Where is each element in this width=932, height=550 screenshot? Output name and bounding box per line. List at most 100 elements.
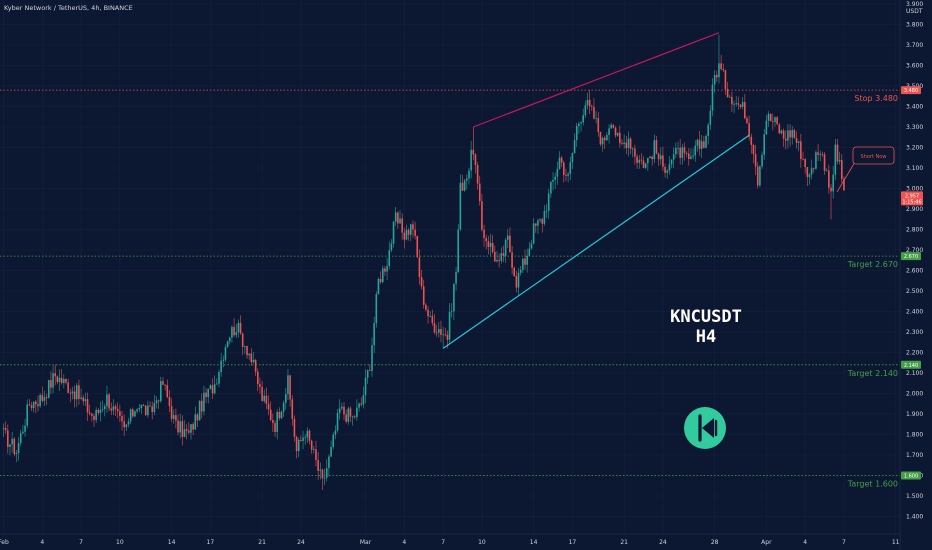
candle xyxy=(765,115,768,135)
candle xyxy=(203,385,205,416)
candle-body xyxy=(718,63,720,78)
candle xyxy=(58,369,61,391)
candle-body xyxy=(304,437,306,439)
candle xyxy=(509,227,511,253)
candle xyxy=(573,133,576,154)
candle-body xyxy=(388,250,391,266)
candle-body xyxy=(121,416,123,422)
candle xyxy=(336,408,339,433)
candle-body xyxy=(709,110,712,125)
candle-body xyxy=(739,104,742,107)
candle xyxy=(494,245,496,262)
watermark: KNCUSDT H4 xyxy=(670,307,742,449)
candle xyxy=(112,399,115,416)
candle xyxy=(218,369,220,388)
candle-body xyxy=(547,193,550,211)
candle xyxy=(338,399,341,420)
candle xyxy=(683,142,686,161)
time-axis[interactable]: Feb471014172124Mar47101417212428Apr47111… xyxy=(0,533,932,546)
price-axis[interactable]: USDT 1.400 1.500 1.600 1.700 1.800 1.900 2.000… xyxy=(899,0,932,550)
candle-body xyxy=(670,159,673,165)
candle-body xyxy=(832,174,834,192)
candle xyxy=(246,345,248,359)
candle xyxy=(720,54,722,71)
candle-body xyxy=(498,259,500,261)
time-tick-label: 7 xyxy=(79,539,83,546)
candle-body xyxy=(297,439,300,452)
candle xyxy=(390,239,393,253)
candle-body xyxy=(360,403,363,405)
candle-body xyxy=(285,394,287,403)
candle-body xyxy=(726,88,729,98)
candle-body xyxy=(836,144,839,162)
candle-body xyxy=(371,345,373,371)
candle xyxy=(524,249,526,270)
candle xyxy=(547,188,550,220)
time-tick-label: 7 xyxy=(441,539,445,546)
candle-body xyxy=(754,154,757,167)
candle-body xyxy=(733,104,735,105)
candle xyxy=(657,152,660,167)
price-tick-label: 1.500 xyxy=(906,493,923,500)
candle-body xyxy=(11,438,13,445)
candle-body xyxy=(720,63,722,70)
candle-body xyxy=(573,140,576,153)
candle-body xyxy=(843,179,845,191)
price-levels: Stop 3.480 Target 2.670 Target 2.140 Target… xyxy=(0,89,900,489)
candle-body xyxy=(526,255,528,265)
candle xyxy=(616,132,619,137)
candle-body xyxy=(32,401,35,408)
candle-body xyxy=(731,96,733,105)
candle-body xyxy=(198,400,201,421)
candle xyxy=(746,116,748,125)
candle xyxy=(767,111,770,127)
candle-body xyxy=(772,121,774,123)
candle-body xyxy=(672,154,675,160)
candle xyxy=(142,403,145,406)
candle-body xyxy=(591,106,593,108)
candle-body xyxy=(705,135,707,148)
candle xyxy=(601,136,604,152)
candle-body xyxy=(569,162,572,174)
candle-body xyxy=(192,424,194,430)
time-tick-label: 10 xyxy=(478,539,486,546)
candle-body xyxy=(97,409,100,413)
candle-body xyxy=(269,409,272,420)
candle xyxy=(110,402,113,416)
candle xyxy=(487,236,490,255)
candle xyxy=(80,388,82,400)
candle xyxy=(384,265,386,276)
candle-body xyxy=(539,219,541,221)
candle-body xyxy=(65,379,67,383)
candle-body xyxy=(54,373,57,377)
candle xyxy=(82,394,85,406)
candle xyxy=(828,164,830,194)
candle xyxy=(519,266,522,276)
candle xyxy=(526,248,528,273)
candle xyxy=(804,158,806,174)
price-tick-label: 2.000 xyxy=(906,391,923,398)
time-tick-label: 4 xyxy=(40,539,44,546)
candle xyxy=(550,181,552,198)
candle-body xyxy=(438,328,440,333)
candle xyxy=(323,468,326,486)
candle xyxy=(377,277,380,295)
candle xyxy=(425,303,427,312)
stop-label: Stop 3.480 xyxy=(854,94,898,103)
candle xyxy=(235,323,238,339)
candle-body xyxy=(560,157,563,163)
candle xyxy=(399,210,401,224)
candle-body xyxy=(43,397,46,401)
candle-body xyxy=(420,277,423,287)
candle xyxy=(644,162,647,170)
candle xyxy=(681,143,684,165)
candle xyxy=(599,131,602,147)
candle-body xyxy=(558,157,561,169)
price-tick-label: 3.400 xyxy=(906,104,923,111)
candle-body xyxy=(543,210,546,224)
candle-body xyxy=(534,223,537,226)
candle-body xyxy=(22,431,24,434)
candle-body xyxy=(209,385,212,389)
candle xyxy=(608,124,610,144)
